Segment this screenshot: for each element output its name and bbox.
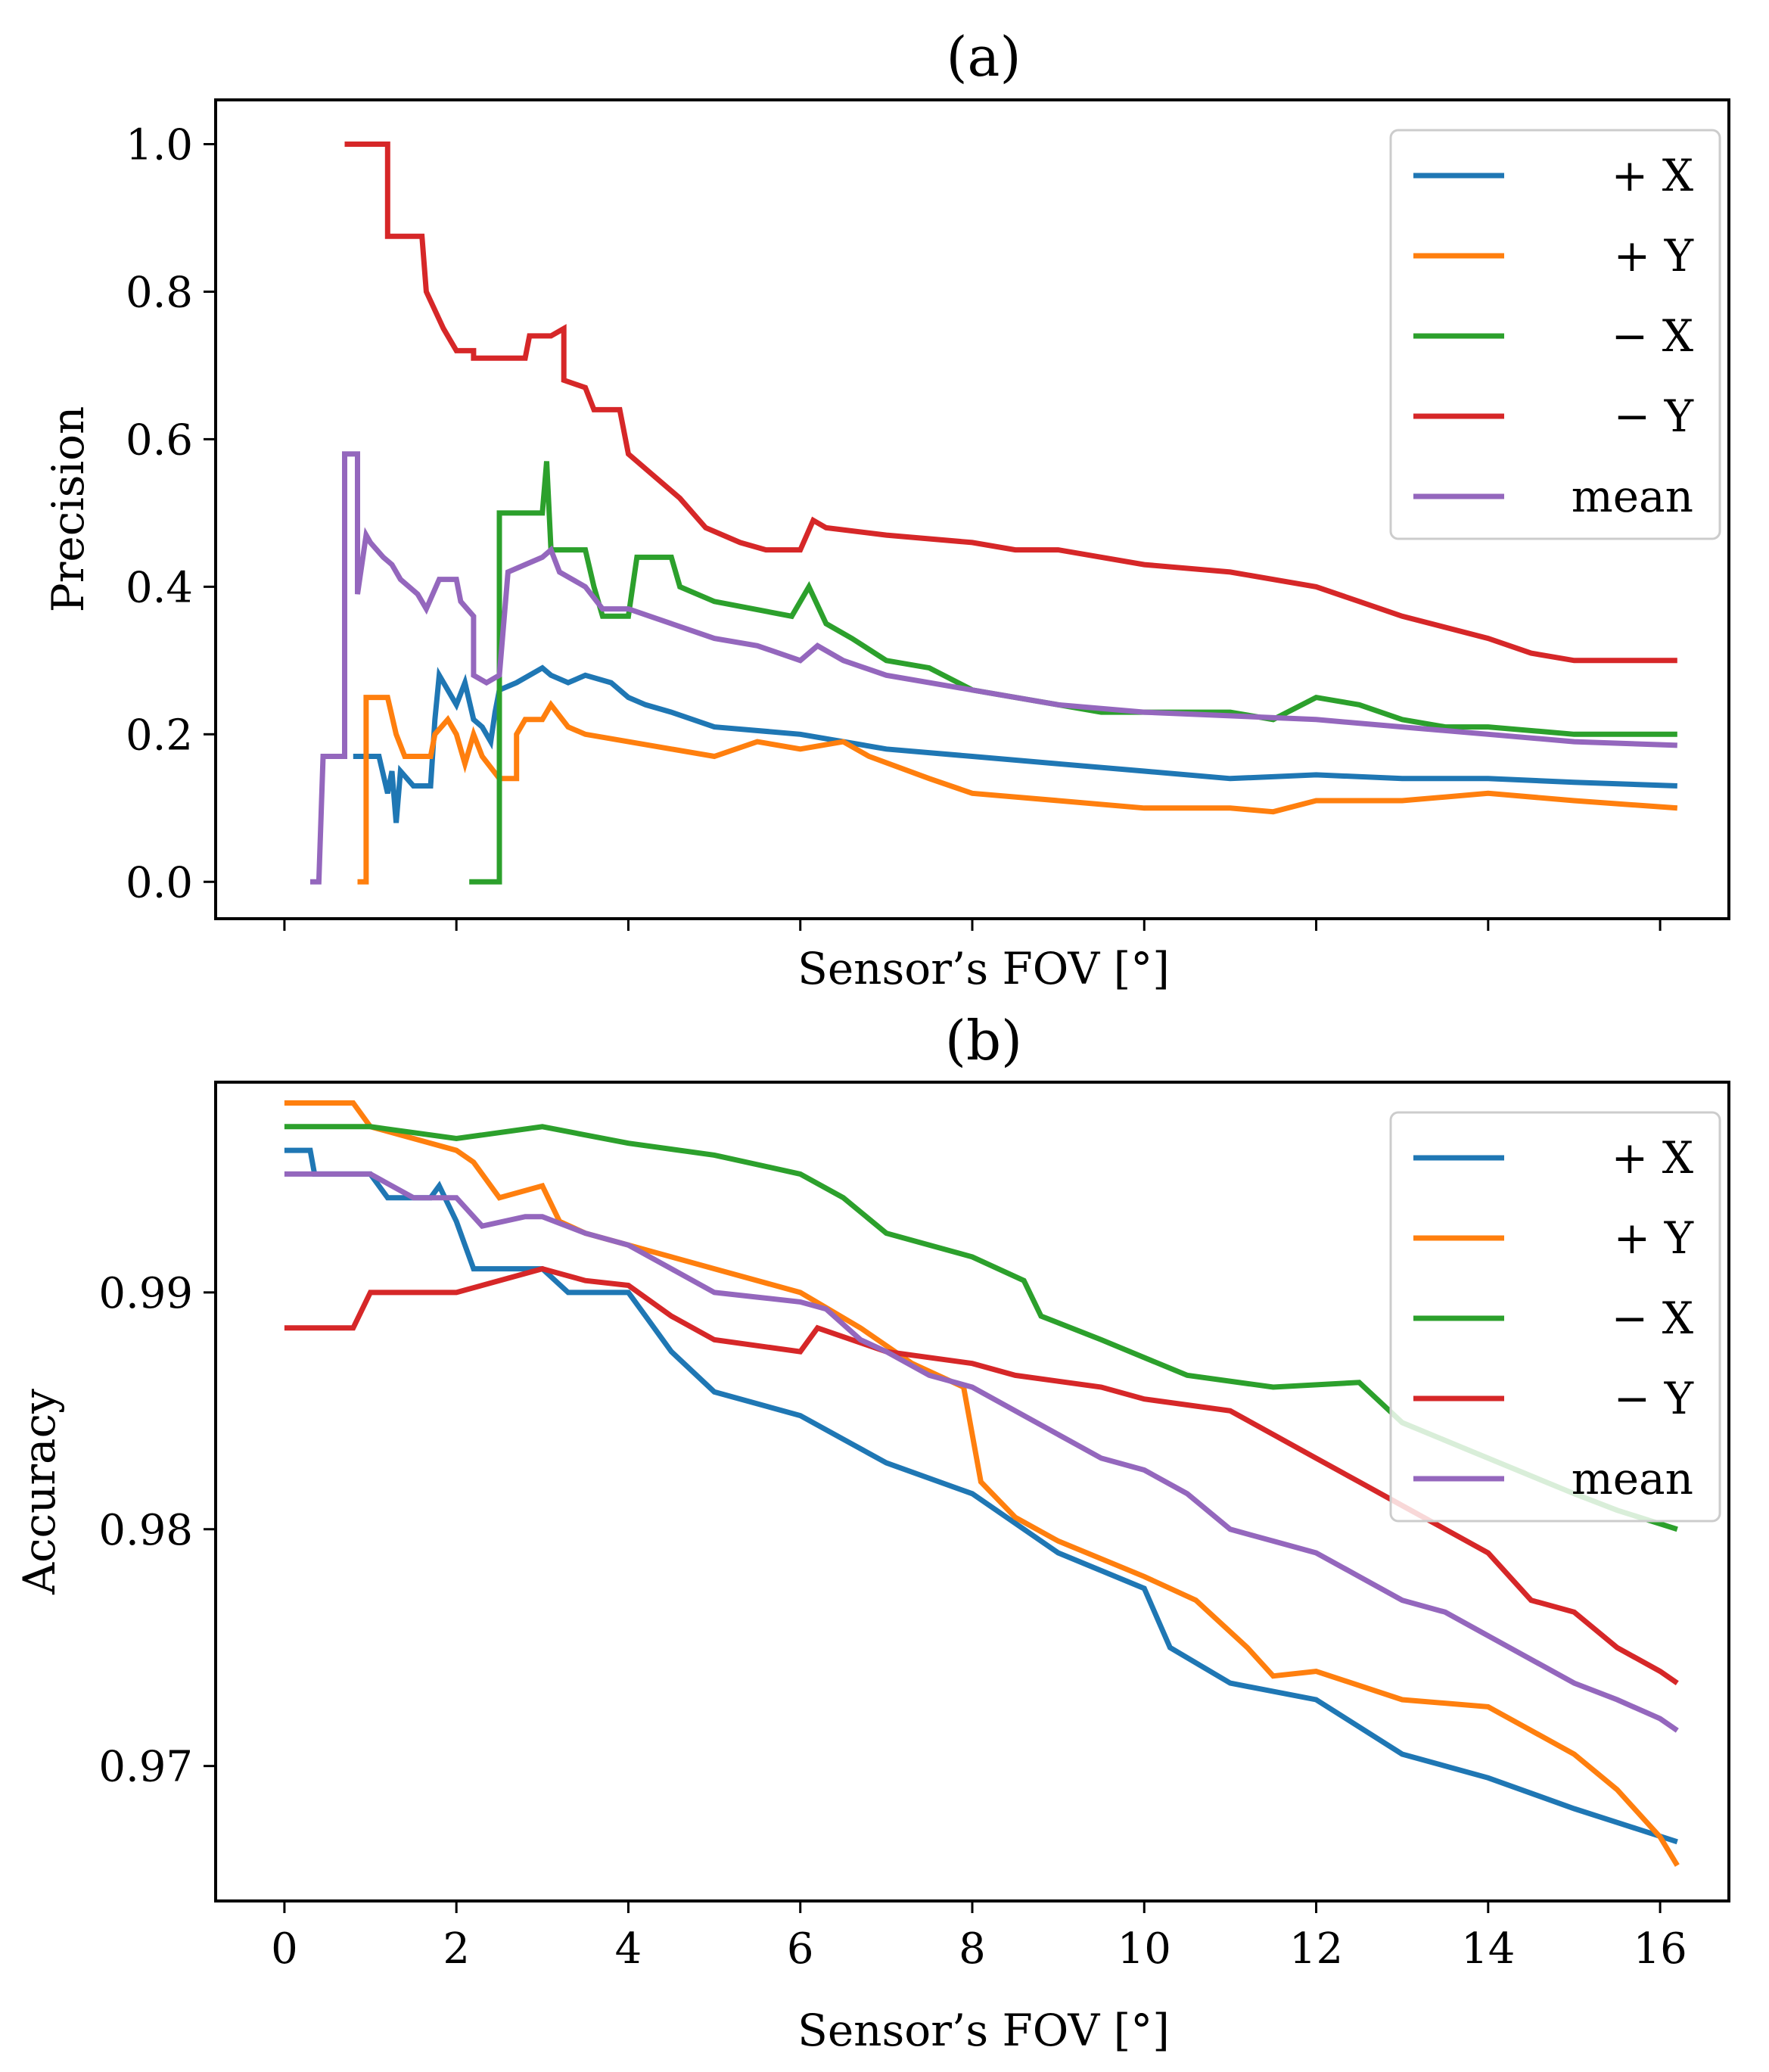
- panel-a: (a) 0.00.20.40.60.81.0 + X+ Y− X− Ymean …: [42, 25, 1730, 994]
- panel-a-legend-box: [1389, 129, 1721, 540]
- panel-a-y-tick-label: 0.2: [126, 711, 193, 760]
- panel-a-series-plusminus-X-line: [353, 664, 1677, 823]
- panel-b-plot-area: [284, 1100, 1680, 1867]
- panel-a-legend-label: − Y: [1614, 390, 1694, 442]
- panel-a-title: (a): [946, 25, 1021, 89]
- panel-a-series-mean-line: [310, 451, 1677, 885]
- panel-a-legend-label: + Y: [1614, 230, 1694, 282]
- panel-a-y-tick-label: 0.4: [126, 563, 193, 612]
- panel-b-axes: 0 2 4 6 8 10 12 14 16 0.97 0.98 0.99: [98, 1269, 1687, 1974]
- panel-b-title: (b): [945, 1009, 1022, 1072]
- panel-b-legend-label: + Y: [1614, 1212, 1694, 1264]
- panel-a-series-minus-X-line: [469, 461, 1677, 885]
- panel-b-x-tick-label: 12: [1289, 1924, 1343, 1974]
- panel-a-legend: + X + Y − X − Y mean: [1389, 129, 1721, 540]
- panel-b-legend: + X + Y − X − Y mean: [1389, 1111, 1721, 1523]
- panel-b-x-tick-label: 10: [1118, 1924, 1171, 1974]
- panel-a-y-tick-label: 0.6: [126, 415, 193, 465]
- panel-a-legend-label: + X: [1612, 150, 1694, 201]
- panel-a-series-plusminus-Y-line: [357, 695, 1678, 885]
- panel-b-x-tick-label: 8: [959, 1924, 986, 1974]
- panel-b-legend-label: + X: [1612, 1132, 1694, 1184]
- panel-b-legend-label: − Y: [1614, 1373, 1694, 1424]
- panel-b-legend-label: − X: [1612, 1293, 1694, 1344]
- panel-a-series-minus-Y-line: [344, 142, 1677, 664]
- panel-b-legend-label: mean: [1572, 1453, 1693, 1504]
- panel-b-x-tick-label: 16: [1633, 1924, 1687, 1974]
- panel-b-x-tick-label: 14: [1461, 1924, 1515, 1974]
- panel-b-x-tick-label: 6: [787, 1924, 814, 1974]
- panel-a-plot-area: [310, 142, 1678, 885]
- panel-a-y-axis-label: Precision: [42, 406, 94, 613]
- panel-b-x-axis-label: Sensor’s FOV [°]: [797, 2005, 1170, 2056]
- panel-a-y-tick-label: 1.0: [126, 120, 193, 170]
- panel-b-x-tick-label: 4: [615, 1924, 642, 1974]
- panel-b-y-tick-label: 0.97: [98, 1743, 193, 1792]
- panel-a-legend-label: − X: [1612, 310, 1694, 362]
- panel-b-series-mean-line: [284, 1171, 1679, 1733]
- panel-a-legend-label: mean: [1572, 471, 1693, 522]
- panel-b-series-minus-Y-line: [284, 1265, 1679, 1685]
- panel-b-y-axis-label: Accuracy: [14, 1389, 65, 1595]
- panel-b: (b) 0 2 4 6 8 10 12 14 16 0.97 0.98 0.99 + X + Y − X −…: [14, 1009, 1730, 2056]
- panel-b-y-tick-label: 0.98: [98, 1506, 193, 1555]
- panel-a-y-tick-label: 0.0: [126, 858, 193, 907]
- panel-b-x-tick-label: 0: [271, 1924, 298, 1974]
- panel-a-x-axis-label: Sensor’s FOV [°]: [797, 943, 1170, 994]
- panel-a-y-tick-label: 0.8: [126, 268, 193, 317]
- panel-b-legend-box: [1389, 1111, 1721, 1523]
- panel-a-axes: 0.0 0.2 0.4 0.6 0.8 1.0: [126, 120, 1662, 931]
- panel-b-y-tick-label: 0.99: [98, 1269, 193, 1318]
- panel-b-x-tick-label: 2: [443, 1924, 470, 1974]
